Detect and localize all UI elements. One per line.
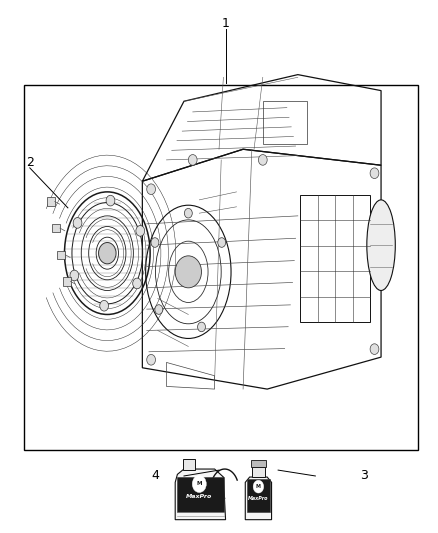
Circle shape: [218, 238, 226, 247]
Circle shape: [151, 238, 159, 247]
Circle shape: [100, 301, 109, 311]
Circle shape: [175, 256, 201, 288]
Ellipse shape: [367, 200, 395, 290]
Bar: [63, 277, 71, 286]
Bar: [300, 195, 370, 322]
Circle shape: [133, 278, 141, 289]
Circle shape: [370, 344, 379, 354]
Text: M: M: [256, 484, 261, 489]
Text: MaxPro: MaxPro: [186, 494, 212, 499]
Bar: [252, 467, 265, 477]
Circle shape: [184, 208, 192, 218]
Circle shape: [147, 184, 155, 195]
Bar: [24, 85, 418, 450]
Bar: [263, 101, 307, 144]
Circle shape: [370, 168, 379, 179]
Circle shape: [106, 195, 115, 206]
Circle shape: [136, 225, 145, 236]
Text: 3: 3: [360, 470, 367, 482]
Circle shape: [147, 354, 155, 365]
Circle shape: [99, 243, 116, 264]
Circle shape: [258, 155, 267, 165]
Bar: [57, 251, 65, 259]
Text: 4: 4: [152, 470, 159, 482]
Text: 2: 2: [26, 156, 34, 169]
Bar: [183, 459, 195, 470]
Polygon shape: [245, 477, 272, 520]
Circle shape: [198, 322, 205, 332]
Circle shape: [70, 270, 79, 281]
Circle shape: [73, 217, 82, 228]
Circle shape: [192, 475, 206, 492]
Circle shape: [155, 305, 163, 314]
Text: M: M: [197, 481, 202, 487]
Bar: [251, 460, 266, 467]
Text: 1: 1: [222, 18, 230, 30]
Bar: [47, 197, 55, 206]
Text: MaxPro: MaxPro: [248, 496, 268, 501]
Bar: [177, 477, 224, 512]
Circle shape: [253, 480, 264, 493]
Polygon shape: [175, 469, 226, 520]
Circle shape: [188, 155, 197, 165]
Bar: [52, 224, 60, 232]
Bar: [247, 479, 270, 512]
